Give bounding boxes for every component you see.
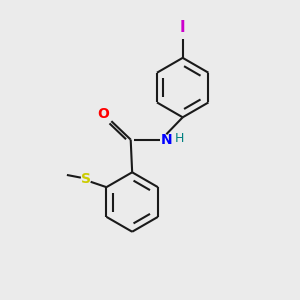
Text: N: N	[160, 133, 172, 147]
Text: H: H	[175, 132, 184, 145]
Text: O: O	[98, 107, 109, 121]
Text: I: I	[180, 20, 185, 35]
Text: S: S	[81, 172, 91, 186]
